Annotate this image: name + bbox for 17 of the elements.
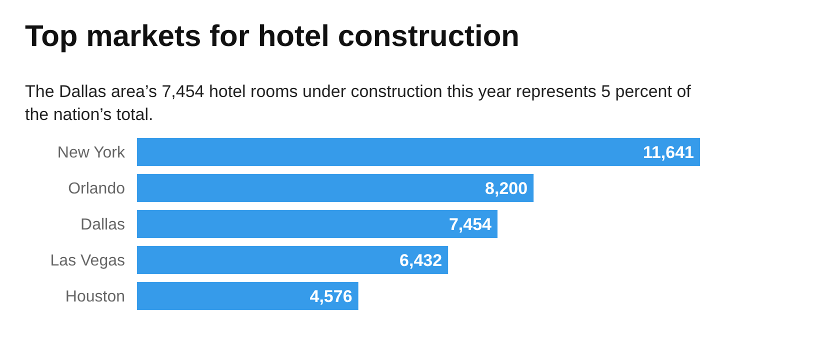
chart-title: Top markets for hotel construction <box>25 20 520 53</box>
data-label: 6,432 <box>400 250 442 270</box>
bar <box>137 174 534 202</box>
y-tick-label: New York <box>57 144 126 162</box>
y-tick-label: Las Vegas <box>50 252 125 270</box>
bar <box>137 246 448 274</box>
y-tick-label: Dallas <box>80 216 125 234</box>
data-label: 11,641 <box>642 142 694 162</box>
data-label: 8,200 <box>485 178 528 198</box>
bar <box>137 138 700 166</box>
y-tick-label: Houston <box>65 288 125 306</box>
y-tick-label: Orlando <box>68 180 126 198</box>
data-label: 4,576 <box>310 286 352 306</box>
data-label: 7,454 <box>448 214 492 234</box>
bar <box>137 282 358 310</box>
chart-subtitle: The Dallas area’s 7,454 hotel rooms under construction this year represents 5 percent of the nation’s total. <box>25 82 692 124</box>
bar <box>137 210 498 238</box>
